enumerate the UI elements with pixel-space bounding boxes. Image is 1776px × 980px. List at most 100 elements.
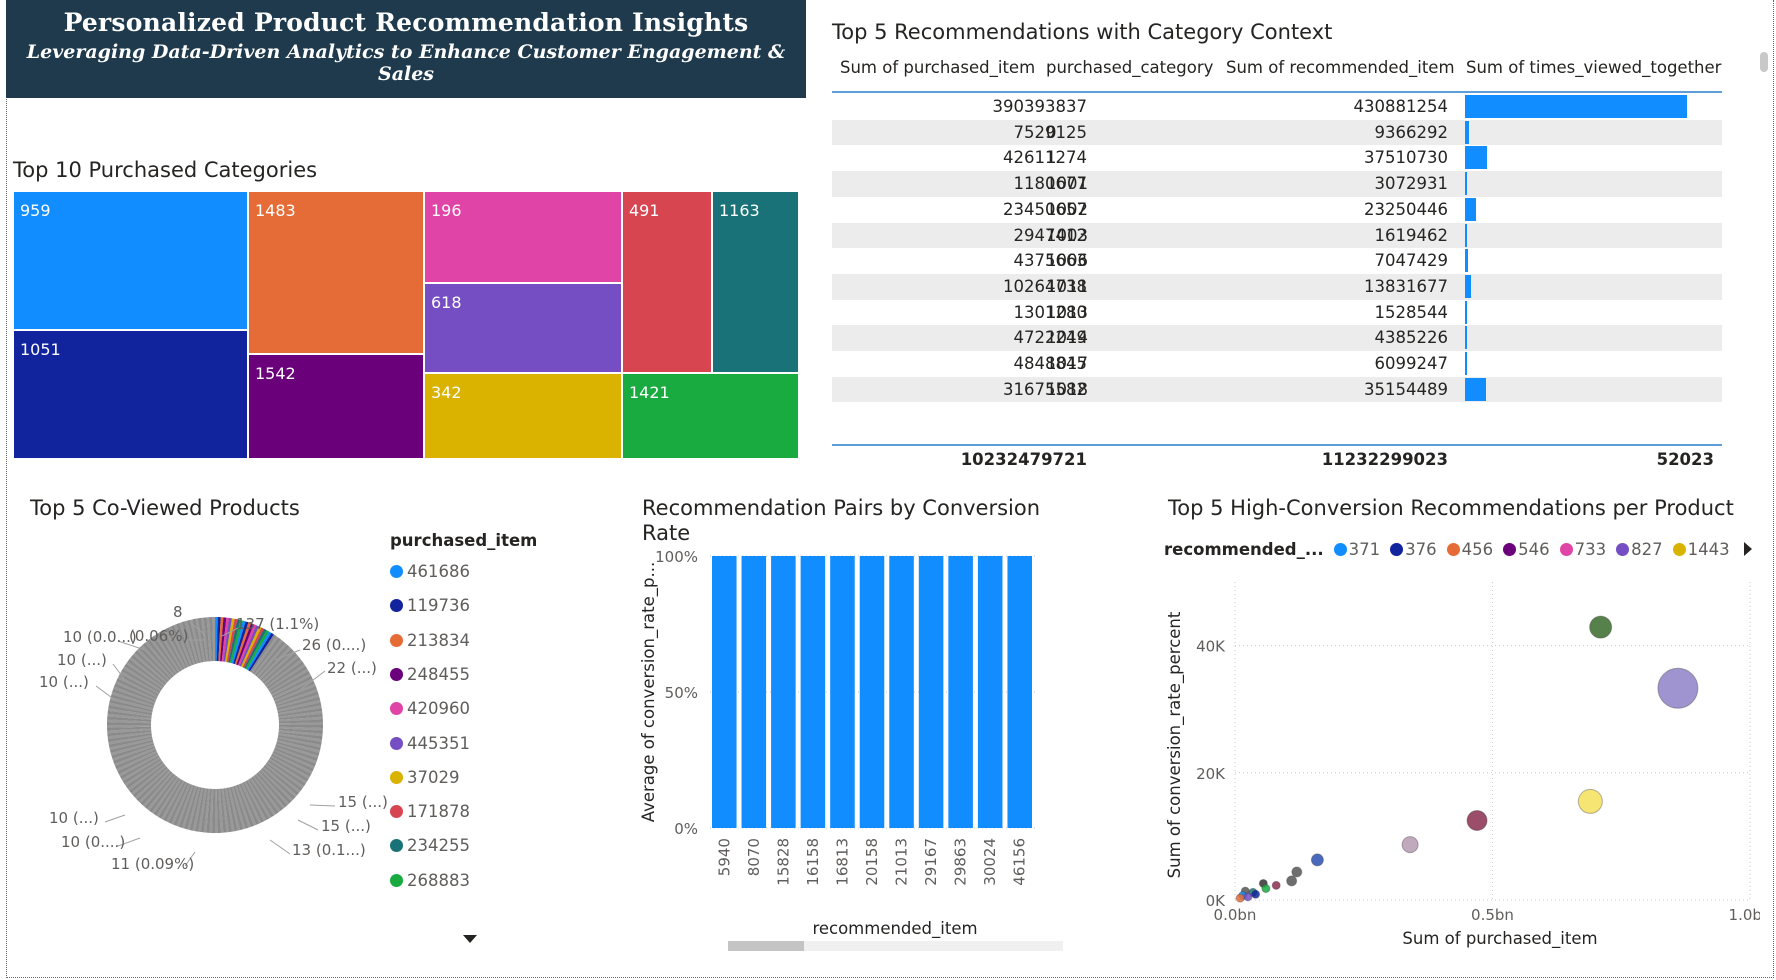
treemap-cell[interactable]: 342 (424, 373, 622, 459)
donut-slice (107, 731, 152, 740)
legend-label: 827 (1631, 540, 1663, 559)
legend-item[interactable]: 171878 (390, 802, 470, 821)
legend-label: 445351 (407, 733, 470, 753)
donut-slice (168, 626, 190, 668)
donut-slice (262, 766, 298, 798)
table-scrollbar[interactable] (1760, 52, 1768, 72)
table-row[interactable]: 31675582 1018 35154489 (832, 376, 1722, 403)
donut-slice (144, 773, 175, 809)
donut-slice (276, 741, 320, 756)
legend-item[interactable]: 268883 (390, 871, 470, 890)
column-header-recommended[interactable]: Sum of recommended_item (1226, 58, 1455, 77)
donut-slice (274, 746, 317, 764)
conversion-bar-chart[interactable]: 0% 50% 100% 5940 8070 15828 16158 16813 20158 210… (630, 548, 1080, 958)
scatter-legend-item[interactable]: 376 (1390, 540, 1437, 559)
scatter-legend-item[interactable]: 733 (1559, 540, 1606, 559)
column-header-category[interactable]: purchased_category (1046, 58, 1214, 77)
donut-slice (239, 625, 260, 667)
donut-slice (116, 750, 158, 772)
donut-slice (246, 779, 272, 819)
legend-item[interactable]: 248455 (390, 665, 470, 684)
treemap-cell[interactable]: 1542 (248, 354, 424, 459)
donut-slice (264, 763, 301, 794)
table-row[interactable]: 1301280 1013 1528544 (832, 300, 1722, 326)
donut-slice (277, 705, 322, 716)
scatter-legend-item[interactable]: 827 (1616, 540, 1663, 559)
data-bar (1465, 352, 1468, 375)
table-row[interactable]: 7529125 0 9366292 (832, 119, 1722, 146)
scatter-legend-item[interactable]: 456 (1446, 540, 1494, 559)
data-bar (1465, 172, 1467, 196)
legend-item[interactable]: 420960 (390, 699, 470, 718)
legend-label: 456 (1461, 540, 1494, 559)
table-row[interactable]: 390393837 430881254 (832, 94, 1722, 120)
legend-item[interactable]: 119736 (390, 596, 470, 615)
column-header-purchased[interactable]: Sum of purchased_item (840, 58, 1036, 77)
donut-slice (245, 780, 269, 820)
donut-slice (132, 652, 168, 684)
table-row[interactable]: 4848845 1017 6099247 (832, 351, 1722, 377)
legend-label: 37029 (407, 767, 460, 787)
legend-item[interactable]: 234255 (390, 836, 470, 855)
donut-slice (112, 688, 155, 706)
legend-marker-icon (390, 565, 403, 578)
donut-slice (255, 773, 286, 810)
conversion-scatter-chart[interactable]: 0K 20K 40K 0.0bn 0.5bn 1.0bn Sum of conversion… (1160, 520, 1760, 960)
scatter-legend-item[interactable]: 371 (1333, 540, 1380, 559)
treemap-cell[interactable]: 491 (622, 191, 712, 373)
donut-slice (206, 617, 212, 662)
treemap-cell[interactable]: 196 (424, 191, 622, 283)
legend-item[interactable]: 37029 (390, 768, 460, 787)
table-row[interactable]: 4722249 1014 4385226 (832, 325, 1722, 351)
cell-recommended: 3072931 (1374, 174, 1449, 194)
treemap-cell[interactable]: 1163 (712, 191, 799, 373)
bar (889, 556, 914, 828)
legend-scroll-down-icon[interactable] (463, 935, 477, 943)
scatter-point (1251, 889, 1261, 899)
donut-slice (112, 744, 155, 762)
legend-label: 213834 (407, 630, 470, 650)
legend-item[interactable]: 461686 (390, 562, 470, 581)
legend-scroll-right-icon[interactable] (1744, 542, 1752, 556)
treemap-cell[interactable]: 959 (13, 191, 248, 330)
legend-label: 171878 (407, 802, 470, 822)
cell-recommended: 13831677 (1364, 276, 1448, 296)
donut-slice (240, 782, 262, 824)
legend-item[interactable]: 213834 (390, 631, 470, 650)
x-axis-title: Sum of purchased_item (1402, 929, 1597, 949)
table-row[interactable]: 4375663 1006 7047429 (832, 248, 1722, 274)
scatter-title: Top 5 High-Conversion Recommendations pe… (1168, 496, 1734, 520)
scatter-legend-item[interactable]: 546 (1503, 540, 1550, 559)
legend-marker-icon (390, 736, 403, 750)
donut-slice (149, 637, 178, 675)
treemap-cell[interactable]: 1421 (622, 373, 799, 459)
column-header-viewed[interactable]: Sum of times_viewed_together (1466, 58, 1722, 77)
table-row[interactable]: 1180677 1001 3072931 (832, 171, 1722, 197)
donut-slice (161, 630, 185, 670)
cell-recommended: 9366292 (1374, 122, 1449, 142)
donut-slice (263, 654, 300, 685)
donut-slice (269, 757, 309, 782)
treemap-cell[interactable]: 1483 (248, 191, 424, 354)
donut-label: 10 (0.0...) (63, 628, 137, 646)
donut-slice (268, 666, 308, 692)
table-row[interactable]: 2947412 1003 1619462 (832, 222, 1722, 249)
donut-slice (206, 788, 212, 833)
table-row[interactable]: 42611274 1 37510730 (832, 145, 1722, 171)
donut-slice (226, 787, 238, 832)
scatter-point (1243, 892, 1253, 902)
table-row[interactable]: 10264738 1011 13831677 (832, 273, 1722, 300)
donut-slice (110, 741, 154, 756)
scatter-legend-item[interactable]: 1443 (1672, 540, 1730, 559)
legend-marker-icon (390, 770, 403, 784)
cell-purchased: 42611274 (1003, 148, 1087, 168)
treemap-chart[interactable]: 959 1051 1483 1542 196 618 342 491 1163 … (13, 191, 799, 459)
table-title: Top 5 Recommendations with Category Cont… (832, 20, 1333, 44)
legend-label: 1443 (1687, 540, 1730, 559)
treemap-cell[interactable]: 1051 (13, 330, 248, 459)
legend-label: 461686 (407, 562, 470, 581)
legend-item[interactable]: 445351 (390, 734, 470, 753)
x-tick-label: 21013 (893, 838, 911, 886)
table-row[interactable]: 23450657 1002 23250446 (832, 197, 1722, 223)
treemap-cell[interactable]: 618 (424, 283, 622, 373)
